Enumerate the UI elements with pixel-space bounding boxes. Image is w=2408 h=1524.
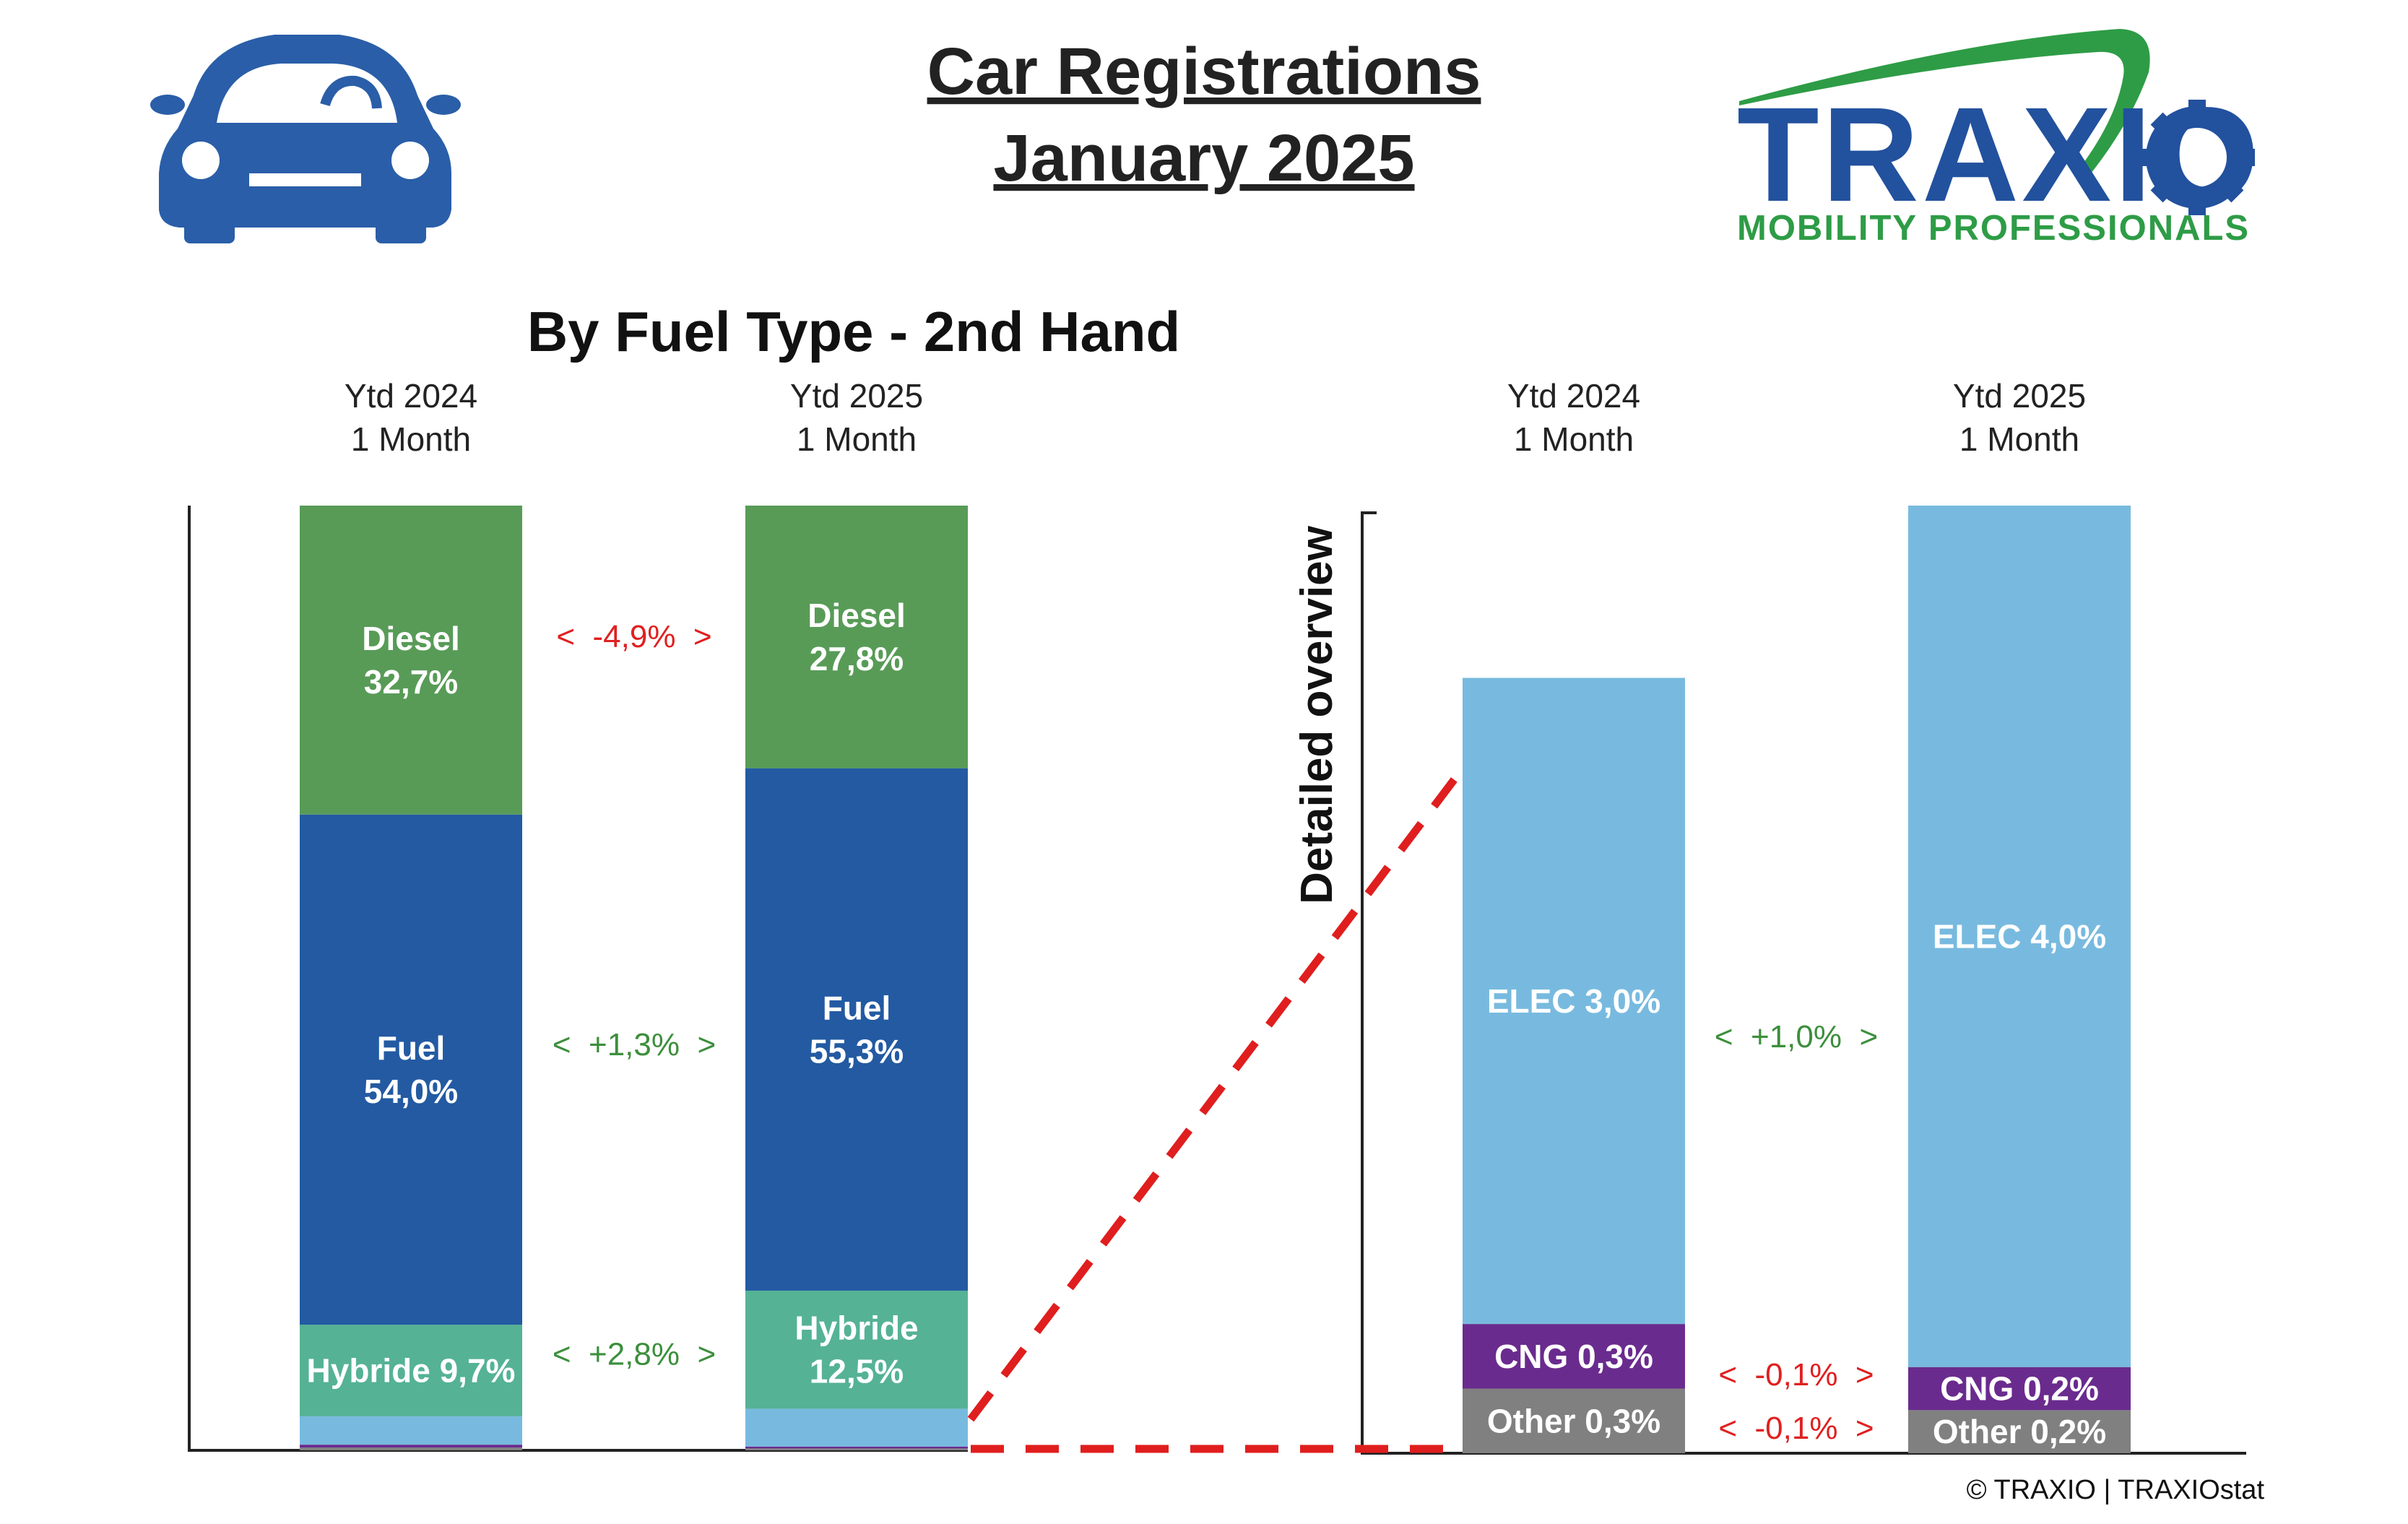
data-label-fuel-1-2: Fuel 55,3% — [810, 989, 904, 1070]
data-label-hybride-1-2: Hybride 12,5% — [794, 1309, 918, 1390]
bar-segment-hybride-1-1 — [300, 1325, 522, 1416]
page-title-line1: Car Registrations — [927, 35, 1481, 108]
column-header-2-1: Ytd 2024 1 Month — [1507, 377, 1640, 458]
right-chart: Ytd 2024 1 Month Ytd 2025 1 Month Other 0,3%… — [1463, 377, 2131, 1453]
data-label-elec-2-1: ELEC 3,0% — [1487, 982, 1660, 1020]
data-label-diesel-1-2: Diesel 27,8% — [807, 597, 906, 677]
left-chart: Ytd 2024 1 Month Ytd 2025 1 Month Hybride 9,… — [300, 377, 968, 1450]
chart-subtitle: By Fuel Type - 2nd Hand — [527, 300, 1180, 363]
bar-segment-fuel-1-1 — [300, 814, 522, 1325]
data-label-cng-2-1: CNG 0,3% — [1494, 1338, 1653, 1375]
bar-segment-hybride-1-2 — [745, 1290, 968, 1409]
traxio-logo: TRAXIO MOBILITY PROFESSIONALS — [1737, 29, 2262, 248]
delta-label-other-2: < -0,1% > — [1718, 1411, 1874, 1446]
bar-segment-diesel-1-1 — [300, 506, 522, 815]
data-label-elec-2-2: ELEC 4,0% — [1933, 917, 2106, 955]
page-title-line2: January 2025 — [993, 121, 1414, 195]
bar-segment-cng-1-2 — [745, 1446, 968, 1449]
bar-segment-cng-1-1 — [300, 1445, 522, 1448]
copyright-text: © TRAXIO | TRAXIOstat — [1967, 1475, 2265, 1505]
zoom-connector — [967, 769, 1464, 1453]
bar-segment-elec-1-1 — [300, 1416, 522, 1445]
bar-segment-other-2-2 — [1908, 1410, 2131, 1453]
bar-segment-elec-2-1 — [1463, 677, 1685, 1325]
bar-segment-cng-2-2 — [1908, 1367, 2131, 1411]
bar-segment-elec-2-2 — [1908, 506, 2131, 1367]
delta-label-fuel-1: < +1,3% > — [553, 1027, 716, 1062]
bar-segment-other-1-1 — [300, 1447, 522, 1450]
delta-label-cng-2: < -0,1% > — [1718, 1357, 1874, 1393]
car-front-icon — [150, 35, 461, 243]
bar-segment-cng-2-1 — [1463, 1324, 1685, 1389]
bar-segment-other-1-2 — [745, 1448, 968, 1450]
data-label-diesel-1-1: Diesel 32,7% — [362, 620, 460, 701]
data-label-cng-2-2: CNG 0,2% — [1940, 1370, 2099, 1408]
logo-tagline: MOBILITY PROFESSIONALS — [1737, 209, 2250, 248]
delta-label-hybride-1: < +2,8% > — [553, 1336, 716, 1372]
bar-segment-elec-1-2 — [745, 1408, 968, 1447]
column-header-2-2: Ytd 2025 1 Month — [1953, 377, 2086, 458]
bar-segment-diesel-1-2 — [745, 506, 968, 769]
data-label-hybride-1-1: Hybride 9,7% — [307, 1351, 516, 1389]
column-header-1-2: Ytd 2025 1 Month — [790, 377, 923, 458]
logo-wordmark: TRAXIO — [1737, 80, 2262, 230]
bar-segment-fuel-1-2 — [745, 768, 968, 1291]
delta-label-diesel-1: < -4,9% > — [556, 619, 711, 654]
bar-segment-other-2-1 — [1463, 1388, 1685, 1453]
logo-swoosh — [1739, 29, 2150, 173]
gear-icon — [2139, 100, 2255, 215]
column-header-1-1: Ytd 2024 1 Month — [345, 377, 477, 458]
detailed-overview-label: Detailed overview — [1292, 525, 1342, 904]
data-label-fuel-1-1: Fuel 54,0% — [364, 1029, 458, 1110]
data-label-other-2-1: Other 0,3% — [1487, 1402, 1660, 1439]
delta-label-elec-2: < +1,0% > — [1715, 1019, 1878, 1055]
data-label-other-2-2: Other 0,2% — [1933, 1413, 2106, 1450]
